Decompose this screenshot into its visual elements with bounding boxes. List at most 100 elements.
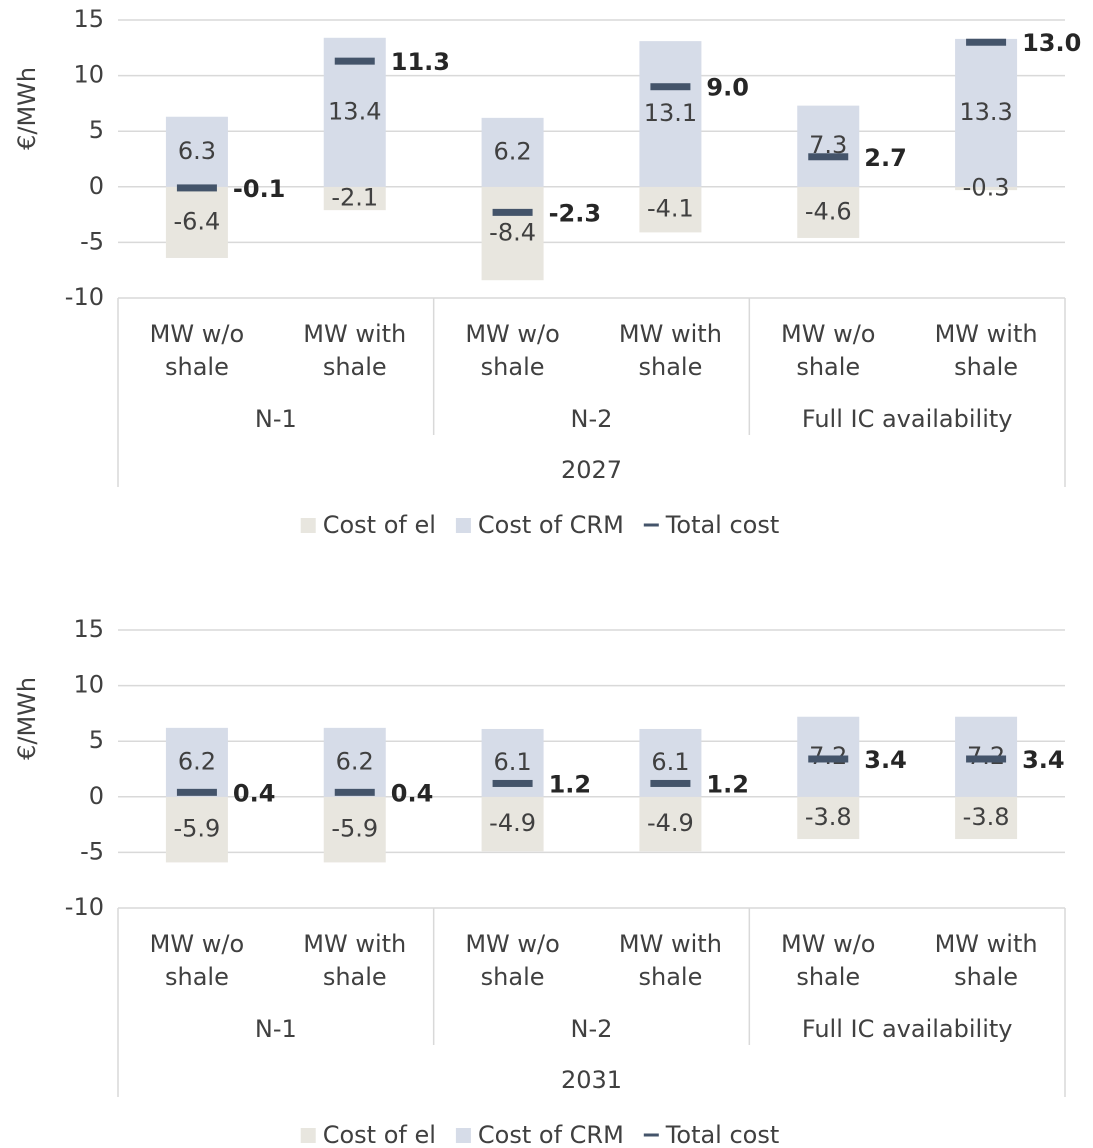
x-tick-label: MW with shale [303, 320, 407, 381]
x-tick-label-box: MW with shale [303, 930, 407, 991]
x-tick-label: MW w/o shale [781, 320, 876, 381]
bar [797, 796, 860, 840]
total-label: 3.4 [1022, 746, 1065, 774]
legend-label: Cost of CRM [478, 511, 624, 539]
total-marker [650, 779, 691, 787]
bar [955, 796, 1018, 840]
x-tick-label: MW w/o shale [149, 320, 245, 381]
x-tick-label: MW w/o shale [465, 320, 560, 381]
x-tick-label: MW with shale [934, 320, 1038, 381]
bar-label: -8.4 [489, 219, 536, 247]
y-tick-label: 5 [89, 726, 104, 754]
bar [323, 796, 386, 863]
total-label: -2.3 [549, 199, 601, 227]
y-tick-label: 10 [73, 671, 104, 699]
legend-label: Total cost [665, 511, 779, 539]
bar-label: -3.8 [805, 803, 852, 831]
bar [165, 186, 228, 258]
bar-label: -3.8 [963, 803, 1010, 831]
bar-label: 13.1 [644, 99, 697, 127]
y-tick-label: -5 [80, 837, 104, 865]
x-tick-label-box: MW w/o shale [781, 320, 876, 381]
total-label: 3.4 [864, 746, 907, 774]
bar [323, 727, 386, 797]
bar [481, 117, 544, 187]
x-tick-label: MW w/o shale [781, 930, 876, 991]
total-marker [808, 153, 849, 161]
bar [165, 116, 228, 187]
total-label: 13.0 [1022, 29, 1081, 57]
legend-label: Cost of el [323, 511, 436, 539]
bar-label: 6.1 [493, 748, 531, 776]
bar [481, 796, 544, 852]
bar-label: 6.2 [178, 747, 216, 775]
x-tick-label: MW with shale [934, 930, 1038, 991]
x-tick-label: MW w/o shale [149, 930, 245, 991]
legend-label: Cost of CRM [478, 1121, 624, 1148]
legend-icon [643, 1133, 659, 1137]
bar-label: -4.1 [647, 195, 694, 223]
bar-label: 6.1 [651, 748, 689, 776]
bar-label: -0.3 [963, 173, 1010, 201]
x-tick-label-box: MW with shale [934, 930, 1038, 991]
legend-icon [455, 518, 471, 533]
total-marker [808, 755, 849, 763]
bar-label: 6.2 [336, 747, 374, 775]
bar [955, 186, 1018, 191]
y-tick-label: 10 [73, 61, 104, 89]
bar-label: 13.3 [959, 98, 1012, 126]
y-tick-label: 5 [89, 116, 104, 144]
total-label: -0.1 [233, 175, 285, 203]
x-tick-label: MW with shale [618, 930, 722, 991]
total-label: 2.7 [864, 144, 907, 172]
group-label: Full IC availability [802, 405, 1013, 433]
total-label: 9.0 [706, 74, 749, 102]
bar-label: -4.9 [489, 809, 536, 837]
total-marker [966, 38, 1007, 46]
legend-icon [300, 518, 316, 533]
bar [323, 186, 386, 211]
bar-label: -6.4 [174, 207, 221, 235]
y-axis-title: €/MWh [13, 677, 41, 760]
x-tick-label-box: MW w/o shale [781, 930, 876, 991]
total-marker [334, 57, 375, 65]
x-tick-label: MW with shale [303, 930, 407, 991]
total-label: 11.3 [391, 48, 450, 76]
group-label: N-2 [571, 405, 613, 433]
group-label: 2027 [561, 456, 622, 484]
bar-label: -5.9 [331, 815, 378, 843]
total-marker [966, 755, 1007, 763]
total-marker [492, 208, 533, 216]
bar-label: -4.9 [647, 809, 694, 837]
x-tick-label-box: MW w/o shale [465, 320, 560, 381]
group-label: N-2 [571, 1015, 613, 1043]
y-tick-label: -10 [65, 283, 104, 311]
bar [639, 186, 702, 233]
bar [165, 727, 228, 797]
x-tick-label-box: MW with shale [934, 320, 1038, 381]
legend-icon [300, 1128, 316, 1143]
bar-label: -5.9 [174, 815, 221, 843]
bar-label: -4.6 [805, 197, 852, 225]
legend-icon [643, 523, 659, 527]
bar-label: -2.1 [331, 183, 378, 211]
bar-label: 6.2 [493, 137, 531, 165]
group-label: N-1 [255, 405, 297, 433]
group-label: N-1 [255, 1015, 297, 1043]
y-tick-label: -5 [80, 227, 104, 255]
y-tick-label: -10 [65, 893, 104, 921]
total-marker [650, 83, 691, 91]
bar [639, 41, 702, 187]
bar [481, 186, 544, 281]
group-label: 2031 [561, 1066, 622, 1094]
total-label: 0.4 [391, 779, 434, 807]
legend-label: Cost of el [323, 1121, 436, 1148]
x-tick-label: MW w/o shale [465, 930, 560, 991]
total-marker [176, 184, 217, 192]
total-marker [176, 788, 217, 796]
y-tick-label: 15 [73, 5, 104, 33]
total-label: 0.4 [233, 779, 276, 807]
total-label: 1.2 [706, 770, 749, 798]
